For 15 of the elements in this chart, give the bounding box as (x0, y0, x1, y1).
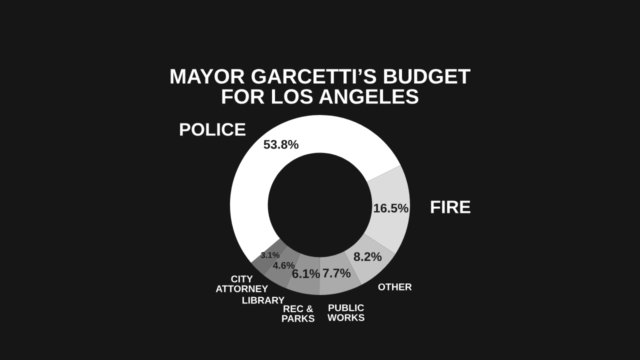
slice-label: LIBRARY (242, 296, 285, 304)
data-label: 4.6% (272, 262, 295, 269)
data-label: 16.5% (374, 204, 408, 213)
data-label: 7.7% (322, 268, 351, 278)
data-label: 8.2% (354, 252, 382, 262)
data-label: 53.8% (264, 140, 299, 149)
slice-label: REC & PARKS (282, 305, 314, 322)
slice-label: PUBLIC WORKS (328, 304, 364, 321)
slice-label: POLICE (180, 123, 246, 136)
slice-label: OTHER (378, 283, 412, 290)
chart-title: MAYOR GARCETTI’S BUDGET FOR LOS ANGELES (170, 68, 470, 104)
slice-label: FIRE (431, 200, 470, 214)
data-label: 3.1% (260, 252, 280, 258)
slice-label: CITY ATTORNEY (216, 276, 268, 292)
data-label: 6.1% (292, 269, 320, 278)
